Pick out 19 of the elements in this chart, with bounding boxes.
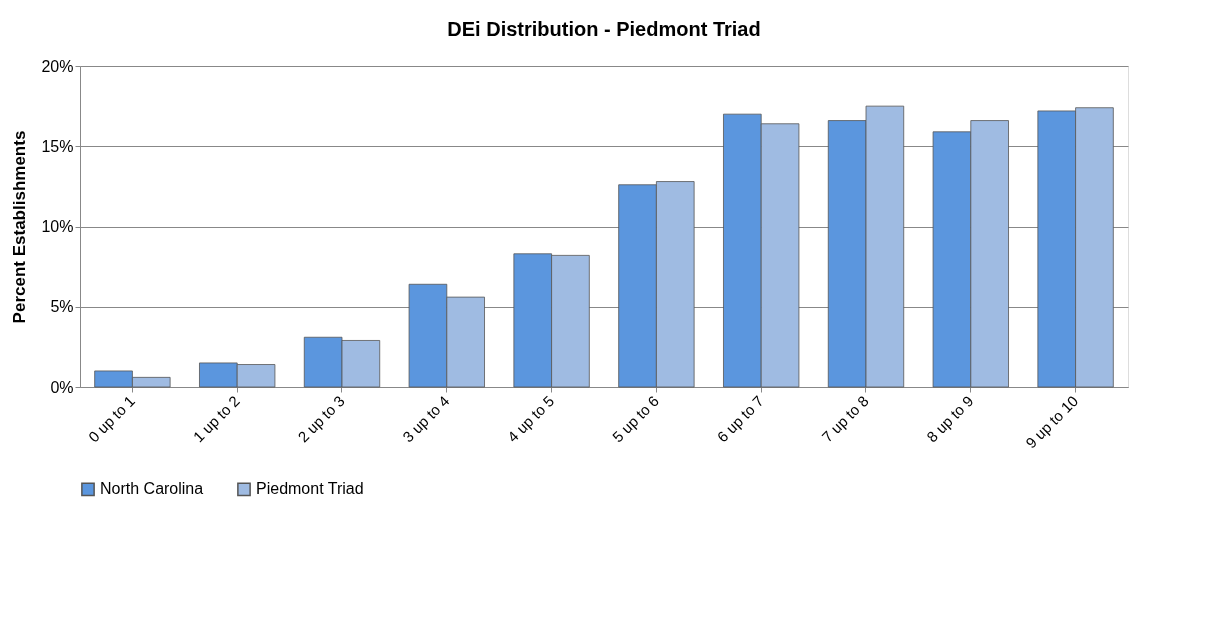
y-tick-label: 10% <box>41 218 74 235</box>
x-tick-label: 9 up to 10 <box>1022 392 1082 452</box>
x-tick-label: 8 up to 9 <box>923 392 977 446</box>
x-tick-label: 2 up to 3 <box>294 392 348 446</box>
x-tick-label: 0 up to 1 <box>84 392 139 446</box>
y-axis-title: Percent Establishments <box>10 130 30 324</box>
legend-label: North Carolina <box>100 480 204 498</box>
y-tick-label: 0% <box>50 378 74 396</box>
x-tick-label: 7 up to 8 <box>818 392 872 446</box>
y-tick-label: 20% <box>41 57 74 75</box>
chart-title: DEi Distribution - Piedmont Triad <box>447 18 761 40</box>
legend-label: Piedmont Triad <box>256 480 364 498</box>
x-tick-label: 3 up to 4 <box>399 392 453 446</box>
y-tick-label: 5% <box>50 298 74 316</box>
x-tick-label: 1 up to 2 <box>189 392 243 446</box>
y-tick-label: 15% <box>41 137 74 155</box>
x-tick-label: 4 up to 5 <box>503 392 558 446</box>
x-tick-label: 6 up to 7 <box>713 392 767 446</box>
x-tick-label: 5 up to 6 <box>608 392 663 446</box>
